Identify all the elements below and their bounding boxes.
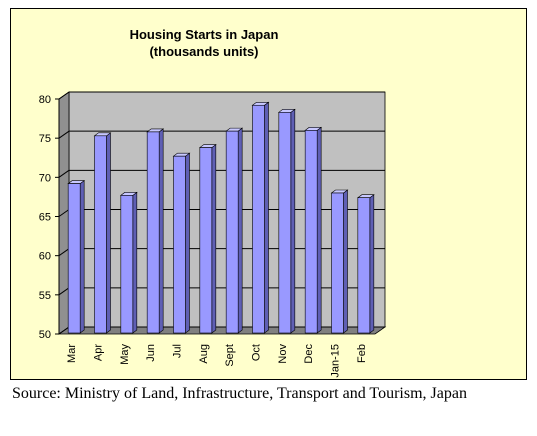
bar-jan-15 [330, 189, 349, 334]
bar-side [79, 180, 85, 334]
x-tick-label: Dec [303, 344, 315, 364]
bar-side [290, 108, 296, 334]
x-tick-label: May [119, 344, 131, 365]
bar-side [237, 127, 243, 334]
gridline-side [58, 130, 70, 139]
bar-front [67, 183, 81, 334]
chart-title: Housing Starts in Japan [130, 27, 279, 42]
bar-front [331, 192, 344, 334]
bar-side [132, 191, 138, 334]
bar-front [278, 112, 292, 334]
y-tick-label: 80 [39, 94, 51, 106]
bar-front [173, 155, 186, 334]
x-tick-label: Jan-15 [330, 344, 342, 378]
x-tick-label: Feb [356, 344, 368, 363]
bar-aug [198, 143, 217, 334]
bar-feb [356, 194, 375, 334]
y-tick-label: 60 [39, 251, 51, 263]
gridline-side [58, 169, 70, 178]
x-tick-label: Jul [172, 344, 184, 358]
y-tick-label: 50 [39, 329, 51, 341]
x-tick-label: Jun [145, 344, 157, 362]
x-tick-label: Mar [66, 344, 78, 363]
bar-sept [225, 127, 244, 334]
bar-side [369, 194, 375, 334]
chart-subtitle: (thousands units) [149, 44, 258, 59]
gridline-side [58, 326, 70, 335]
chart-area: Housing Starts in Japan (thousands units… [10, 8, 527, 380]
bar-may [119, 191, 138, 334]
bar-mar [67, 180, 86, 334]
gridline-side [58, 287, 70, 296]
y-tick-label: 70 [39, 172, 51, 184]
bar-dec [304, 126, 323, 334]
bar-oct [251, 101, 270, 334]
bar-side [185, 152, 190, 334]
y-tick-label: 65 [39, 212, 51, 224]
y-tick-label: 75 [39, 133, 51, 145]
bar-apr [93, 132, 112, 334]
bar-front [146, 131, 160, 334]
bar-front [252, 104, 265, 334]
bar-front [304, 130, 318, 334]
source-note: Source: Ministry of Land, Infrastructure… [12, 385, 467, 402]
bar-side [264, 101, 269, 334]
x-tick-label: Aug [198, 344, 210, 364]
bar-front [120, 195, 134, 334]
bar-front [199, 147, 213, 334]
bar-front [357, 197, 371, 334]
bar-side [316, 126, 322, 334]
bar-nov [277, 108, 296, 334]
bar-front [94, 135, 107, 334]
x-tick-label: Nov [277, 344, 289, 364]
bar-side [343, 189, 348, 334]
bar-side [211, 143, 217, 334]
gridline-side [58, 91, 70, 100]
bar-jun [146, 128, 165, 334]
bar-front [225, 130, 239, 334]
bar-chart: Housing Starts in Japan (thousands units… [39, 27, 387, 378]
bar-jul [172, 152, 191, 334]
x-tick-label: Apr [93, 344, 105, 361]
gridline-side [58, 248, 70, 257]
bar-side [158, 128, 164, 334]
y-tick-label: 55 [39, 290, 51, 302]
x-tick-label: Sept [224, 344, 236, 367]
x-tick-label: Oct [251, 344, 263, 361]
gridline-side [58, 209, 70, 217]
bar-side [106, 132, 111, 334]
